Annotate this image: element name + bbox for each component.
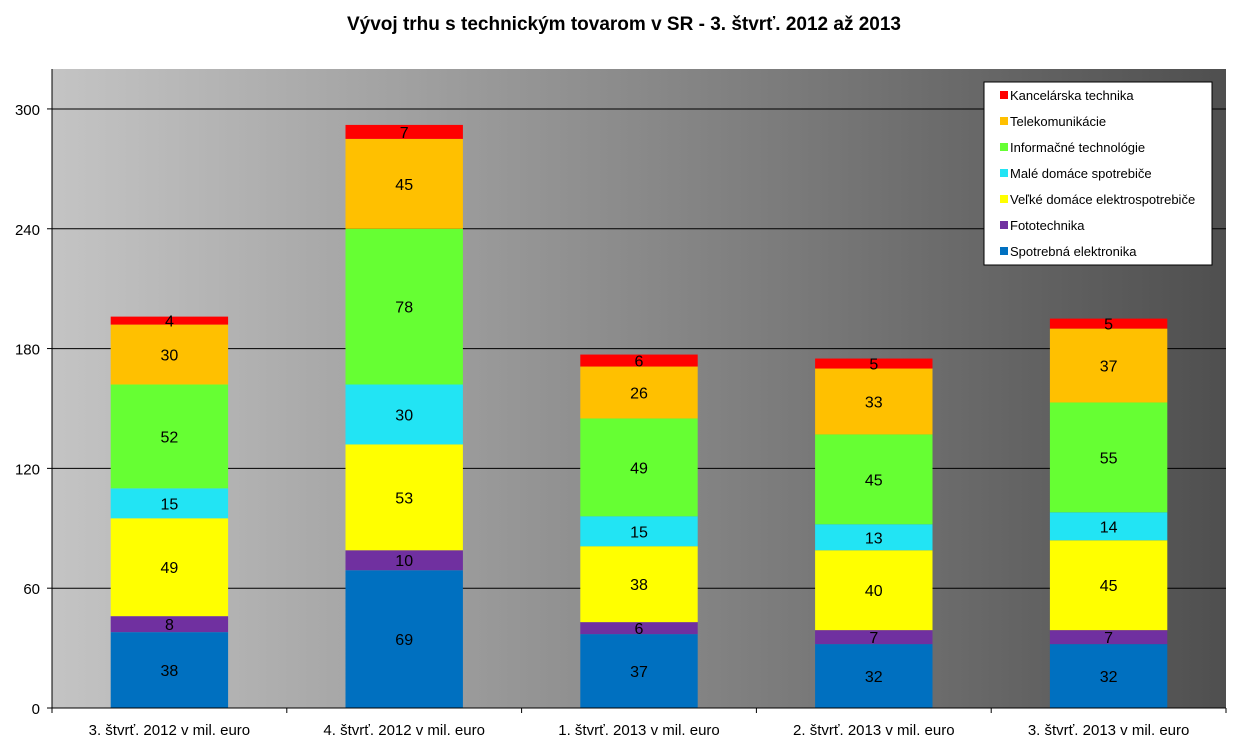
bar-segment: [345, 228, 463, 385]
data-label: 6: [635, 354, 644, 371]
data-label: 26: [630, 385, 648, 402]
bar-segment: [580, 354, 698, 367]
y-tick-label: 300: [15, 102, 40, 119]
bar-segment: [580, 366, 698, 419]
bar-segment: [815, 644, 933, 708]
data-label: 30: [161, 348, 179, 365]
data-label: 45: [395, 177, 413, 194]
bar-segment: [815, 630, 933, 645]
x-tick-label: 4. štvrť. 2012 v mil. euro: [323, 722, 485, 739]
y-tick-label: 240: [15, 222, 40, 239]
data-label: 38: [161, 663, 179, 680]
legend-swatch: [1000, 143, 1008, 151]
data-label: 37: [1100, 359, 1118, 376]
data-label: 53: [395, 490, 413, 507]
legend-swatch: [1000, 117, 1008, 125]
bar-segment: [815, 368, 933, 435]
bar-segment: [580, 634, 698, 708]
data-label: 45: [865, 472, 883, 489]
data-label: 52: [161, 429, 179, 446]
data-label: 13: [865, 530, 883, 547]
x-tick-label: 2. štvrť. 2013 v mil. euro: [793, 722, 955, 739]
bar-segment: [110, 316, 229, 325]
legend-box: [983, 81, 1213, 266]
data-label: 32: [865, 669, 883, 686]
legend-swatch: [1000, 169, 1008, 177]
legend-label: Telekomunikácie: [1010, 114, 1106, 129]
legend-label: Spotrebná elektronika: [1010, 244, 1137, 259]
data-label: 6: [635, 621, 644, 638]
bar-segment: [110, 488, 229, 519]
bar-segment: [1049, 328, 1168, 403]
y-tick-label: 180: [15, 342, 40, 359]
bar-segment: [1049, 318, 1168, 329]
data-label: 4: [165, 314, 174, 331]
bar-segment: [580, 546, 698, 623]
data-label: 49: [630, 460, 648, 477]
legend-swatch: [1000, 221, 1008, 229]
data-label: 15: [630, 524, 648, 541]
bar-segment: [580, 418, 698, 517]
x-tick-label: 3. štvrť. 2012 v mil. euro: [89, 722, 251, 739]
data-label: 55: [1100, 450, 1118, 467]
bar-segment: [815, 358, 933, 369]
bar-segment: [110, 632, 229, 708]
bar-segment: [580, 622, 698, 635]
bar-segment: [1049, 540, 1168, 631]
bar-segment: [815, 550, 933, 631]
bar-segment: [110, 324, 229, 385]
data-label: 7: [869, 630, 878, 647]
x-tick-label: 1. štvrť. 2013 v mil. euro: [558, 722, 720, 739]
bar-segment: [345, 384, 463, 445]
data-label: 30: [395, 407, 413, 424]
x-tick-label: 3. štvrť. 2013 v mil. euro: [1028, 722, 1190, 739]
bar-segment: [1049, 644, 1168, 708]
bar-segment: [815, 524, 933, 551]
data-label: 49: [161, 560, 179, 577]
bar-segment: [345, 550, 463, 571]
bar-segment: [345, 124, 463, 139]
data-label: 5: [1104, 317, 1113, 334]
bar-segment: [1049, 402, 1168, 513]
data-label: 33: [865, 394, 883, 411]
legend-swatch: [1000, 195, 1008, 203]
y-tick-label: 120: [15, 461, 40, 478]
data-label: 40: [865, 583, 883, 600]
data-label: 10: [395, 553, 413, 570]
data-label: 38: [630, 577, 648, 594]
bar-segment: [1049, 512, 1168, 541]
bar-segment: [580, 516, 698, 547]
data-label: 14: [1100, 519, 1118, 536]
legend-swatch: [1000, 91, 1008, 99]
bar-segment: [345, 138, 463, 229]
data-label: 69: [395, 632, 413, 649]
legend-label: Malé domáce spotrebiče: [1010, 166, 1152, 181]
legend-label: Veľké domáce elektrospotrebiče: [1010, 192, 1195, 207]
bar-segment: [345, 570, 463, 708]
bar-segment: [110, 384, 229, 489]
data-label: 45: [1100, 578, 1118, 595]
bar-segment: [345, 444, 463, 551]
legend-label: Informačné technológie: [1010, 140, 1145, 155]
data-label: 32: [1100, 669, 1118, 686]
legend-label: Fototechnika: [1010, 218, 1085, 233]
data-label: 5: [869, 357, 878, 374]
y-tick-label: 60: [23, 581, 40, 598]
legend: Kancelárska technika Telekomunikácie Infor…: [983, 81, 1213, 266]
bar-segment: [815, 434, 933, 525]
legend-swatch: [1000, 247, 1008, 255]
bar-segment: [110, 616, 229, 633]
data-label: 7: [1104, 630, 1113, 647]
data-label: 37: [630, 664, 648, 681]
y-tick-label: 0: [32, 701, 40, 718]
data-label: 8: [165, 617, 174, 634]
legend-label: Kancelárska technika: [1010, 88, 1134, 103]
chart-title: Vývoj trhu s technickým tovarom v SR - 3…: [347, 14, 901, 35]
data-label: 78: [395, 300, 413, 317]
bar-segment: [110, 518, 229, 617]
bar-segment: [1049, 630, 1168, 645]
data-label: 7: [400, 125, 409, 142]
data-label: 15: [161, 496, 179, 513]
